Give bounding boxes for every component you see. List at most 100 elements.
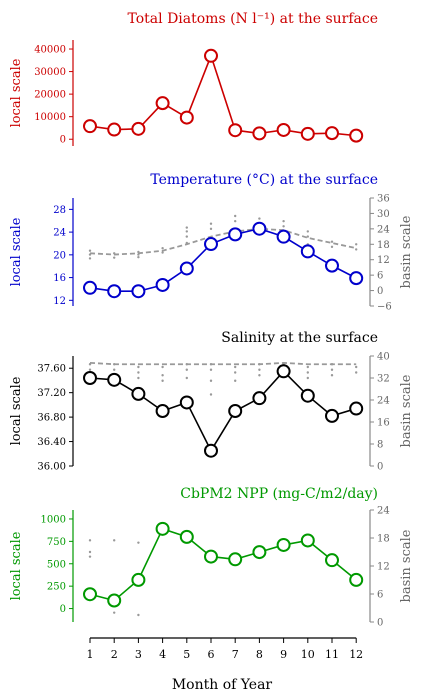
basin-point xyxy=(88,555,92,558)
series-point xyxy=(155,404,170,418)
series-point xyxy=(131,121,146,136)
series-point xyxy=(276,537,291,552)
basin-point xyxy=(355,371,358,374)
series-point xyxy=(155,96,170,111)
left-tick-label: 40000 xyxy=(34,45,66,56)
basin-point xyxy=(88,249,92,252)
left-axis-label: local scale xyxy=(9,531,24,600)
basin-mean-line xyxy=(89,361,357,366)
left-tick-label: 36.00 xyxy=(37,462,66,473)
left-tick-label: 500 xyxy=(47,559,66,570)
series-point xyxy=(252,545,267,560)
x-tick-label: 9 xyxy=(280,648,287,661)
series-line xyxy=(89,370,357,453)
basin-point xyxy=(306,230,309,233)
basin-point xyxy=(330,374,334,377)
basin-point xyxy=(88,368,92,371)
basin-point xyxy=(137,371,140,374)
left-tick-label: 20000 xyxy=(34,90,66,101)
x-tick-label: 4 xyxy=(159,648,166,661)
left-tick-label: 36.40 xyxy=(37,437,66,448)
basin-mean-line xyxy=(89,227,357,256)
panel-title: Total Diatoms (N l⁻¹) at the surface xyxy=(128,11,379,27)
basin-point xyxy=(330,368,334,371)
series-point xyxy=(252,126,267,141)
right-tick-label: 8 xyxy=(377,440,383,451)
series-point xyxy=(276,229,291,244)
chart-panel-1: Total Diatoms (N l⁻¹) at the surface 0 100… xyxy=(9,11,378,146)
basin-point xyxy=(209,393,213,396)
basin-point xyxy=(113,539,116,542)
basin-point xyxy=(355,243,358,246)
series-point xyxy=(300,533,315,548)
series-point xyxy=(325,553,339,568)
series-point xyxy=(228,404,243,418)
series-point xyxy=(204,237,218,252)
series-point xyxy=(179,261,194,276)
left-tick-label: 250 xyxy=(47,582,66,593)
right-tick-label: 36 xyxy=(377,194,390,205)
left-tick-label: 36.80 xyxy=(37,413,66,424)
right-tick-label: 40 xyxy=(377,352,390,363)
left-axis-label: local scale xyxy=(9,58,24,127)
basin-point xyxy=(234,371,237,374)
right-tick-label: 16 xyxy=(377,418,390,429)
series-point xyxy=(131,284,146,299)
series-point xyxy=(107,284,122,299)
right-tick-label: 0 xyxy=(377,286,383,297)
chart-panel-2: Temperature (°C) at the surface 12 16 20 24 2… xyxy=(9,172,414,313)
basin-point xyxy=(185,368,188,371)
basin-point xyxy=(161,374,164,377)
basin-point xyxy=(161,379,164,382)
left-tick-label: 0 xyxy=(60,604,66,615)
basin-point xyxy=(113,256,116,259)
series-point xyxy=(179,395,194,410)
panel-title: Salinity at the surface xyxy=(221,330,378,346)
right-tick-label: 18 xyxy=(377,534,390,545)
series-point xyxy=(83,587,97,602)
basin-point xyxy=(258,217,261,220)
basin-point xyxy=(137,365,140,369)
basin-point xyxy=(306,376,309,380)
basin-point xyxy=(137,541,140,544)
series-point xyxy=(252,391,267,406)
series-point xyxy=(325,258,339,273)
basin-point xyxy=(355,248,358,251)
left-tick-label: 1000 xyxy=(41,514,66,525)
series-point xyxy=(349,401,364,416)
x-tick-label: 10 xyxy=(301,648,315,661)
left-tick-label: 10000 xyxy=(34,112,66,123)
left-axis-label: local scale xyxy=(9,217,24,286)
right-tick-label: 6 xyxy=(377,271,383,282)
series-point xyxy=(204,549,218,564)
basin-point xyxy=(209,227,213,231)
basin-point xyxy=(185,226,188,229)
series-point xyxy=(300,126,315,141)
right-axis-label: basin scale xyxy=(399,374,414,447)
series-point xyxy=(276,122,291,137)
right-tick-label: −6 xyxy=(377,302,392,313)
x-axis-label: Month of Year xyxy=(172,677,273,693)
series-point xyxy=(276,364,291,379)
right-tick-label: 12 xyxy=(377,562,390,573)
left-tick-label: 20 xyxy=(53,250,66,261)
series-point xyxy=(204,48,218,63)
basin-point xyxy=(258,374,261,377)
right-axis-label: basin scale xyxy=(399,215,414,288)
series-point xyxy=(179,529,194,544)
basin-point xyxy=(282,219,285,223)
series-point xyxy=(349,572,364,587)
series-point xyxy=(107,122,122,137)
series-point xyxy=(252,221,267,236)
basin-point xyxy=(330,245,334,249)
right-tick-label: 32 xyxy=(377,374,390,385)
basin-point xyxy=(306,365,309,369)
series-point xyxy=(83,119,97,134)
series-point xyxy=(155,277,170,292)
series-line xyxy=(89,227,357,293)
basin-point xyxy=(306,235,309,238)
left-axis-label: local scale xyxy=(9,376,24,445)
basin-point xyxy=(137,376,140,380)
